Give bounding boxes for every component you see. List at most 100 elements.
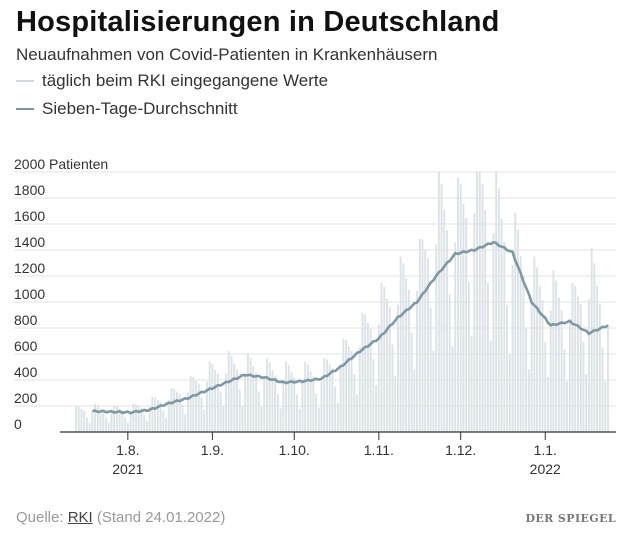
daily-bar xyxy=(555,280,558,432)
daily-bar xyxy=(356,394,358,432)
daily-bar xyxy=(426,258,429,432)
daily-bar xyxy=(181,404,184,432)
daily-bar xyxy=(372,359,375,432)
daily-bar xyxy=(298,408,301,432)
daily-bar xyxy=(85,417,88,432)
daily-bar xyxy=(574,285,577,432)
daily-bar xyxy=(394,376,397,432)
source-link[interactable]: RKI xyxy=(67,509,93,526)
average-line-layer xyxy=(92,240,609,415)
daily-bar xyxy=(126,422,129,432)
daily-bar xyxy=(508,354,511,432)
daily-bar xyxy=(326,359,328,432)
daily-bar xyxy=(312,376,315,432)
daily-bar xyxy=(115,406,118,432)
daily-bar xyxy=(577,296,579,432)
daily-bar xyxy=(522,276,525,432)
average-line xyxy=(92,240,609,415)
daily-bar xyxy=(175,391,178,432)
x-tick-label: 1.11. xyxy=(364,442,394,458)
daily-bar xyxy=(590,247,593,432)
daily-bar xyxy=(530,297,533,432)
daily-bar xyxy=(386,298,388,432)
daily-bar xyxy=(536,267,539,432)
daily-bar xyxy=(143,414,146,432)
x-year-label: 2021 xyxy=(112,461,143,477)
publisher-logo: DER SPIEGEL xyxy=(525,512,616,525)
daily-bar xyxy=(96,405,99,432)
daily-bar xyxy=(451,346,454,432)
source-note: Quelle: RKI (Stand 24.01.2022) xyxy=(16,509,225,526)
daily-bar xyxy=(377,324,380,432)
daily-bar xyxy=(219,391,222,432)
x-tick-label: 1.8. xyxy=(116,442,139,458)
daily-bar xyxy=(587,299,590,432)
daily-bar xyxy=(227,351,230,432)
daily-bar xyxy=(271,370,274,432)
daily-bar xyxy=(369,329,372,432)
daily-bar xyxy=(320,377,323,432)
daily-bar xyxy=(399,256,402,432)
x-axis-labels: 1.8. 2021 1.9. 1.10. 1.11. 1.12. 1.1. 2022 xyxy=(112,442,561,477)
daily-bar xyxy=(476,172,479,432)
daily-bar xyxy=(135,404,137,432)
daily-bar xyxy=(225,373,228,432)
legend-item-average: Sieben-Tage-Durchschnitt xyxy=(16,99,238,119)
daily-bar xyxy=(514,212,517,432)
daily-bar xyxy=(563,349,566,432)
daily-bar xyxy=(203,409,206,432)
daily-bar xyxy=(214,369,217,432)
daily-bar xyxy=(140,407,143,432)
daily-bar xyxy=(500,218,503,432)
daily-bar xyxy=(156,399,159,432)
daily-bar xyxy=(238,389,241,432)
daily-bar xyxy=(331,368,334,432)
daily-bar xyxy=(366,323,369,432)
daily-bar xyxy=(315,393,318,432)
x-tick-label: 1.10. xyxy=(279,442,310,458)
daily-bar xyxy=(173,388,176,432)
daily-bar xyxy=(334,386,337,432)
daily-bar xyxy=(353,374,356,432)
daily-bar xyxy=(596,285,599,432)
daily-bar xyxy=(260,406,263,432)
daily-bar xyxy=(236,369,238,432)
daily-bar xyxy=(336,402,339,432)
daily-bar xyxy=(585,373,588,432)
daily-bar xyxy=(189,375,192,432)
daily-bar xyxy=(421,239,424,432)
y-tick-label: 1600 xyxy=(14,208,45,224)
daily-bar xyxy=(347,346,350,432)
daily-bar xyxy=(186,391,189,432)
daily-bar xyxy=(75,405,77,432)
daily-bar xyxy=(358,346,361,432)
x-tick-label: 1.1. xyxy=(534,442,557,458)
daily-bar xyxy=(601,347,604,432)
daily-bar xyxy=(257,391,260,432)
daily-bar xyxy=(478,172,481,432)
daily-bar xyxy=(249,357,252,432)
daily-bar xyxy=(511,264,514,432)
y-tick-label: 1000 xyxy=(14,286,45,302)
daily-bar xyxy=(375,385,378,432)
daily-bar xyxy=(323,358,326,432)
daily-bar xyxy=(462,203,465,432)
daily-bar xyxy=(345,340,348,432)
daily-bar xyxy=(91,411,94,432)
daily-bar xyxy=(497,188,500,432)
daily-bar xyxy=(579,304,582,432)
daily-bar xyxy=(195,380,197,432)
daily-bar xyxy=(230,355,233,432)
daily-bar xyxy=(80,409,83,432)
daily-bar xyxy=(252,366,255,432)
daily-bar xyxy=(557,297,560,432)
daily-bar xyxy=(99,408,102,432)
daily-bar xyxy=(170,388,173,432)
daily-bar xyxy=(208,361,211,432)
daily-bar xyxy=(197,383,200,432)
daily-bar xyxy=(301,380,304,432)
y-tick-label: 1200 xyxy=(14,260,45,276)
daily-bar xyxy=(145,420,148,432)
y-tick-label: 1400 xyxy=(14,234,45,250)
